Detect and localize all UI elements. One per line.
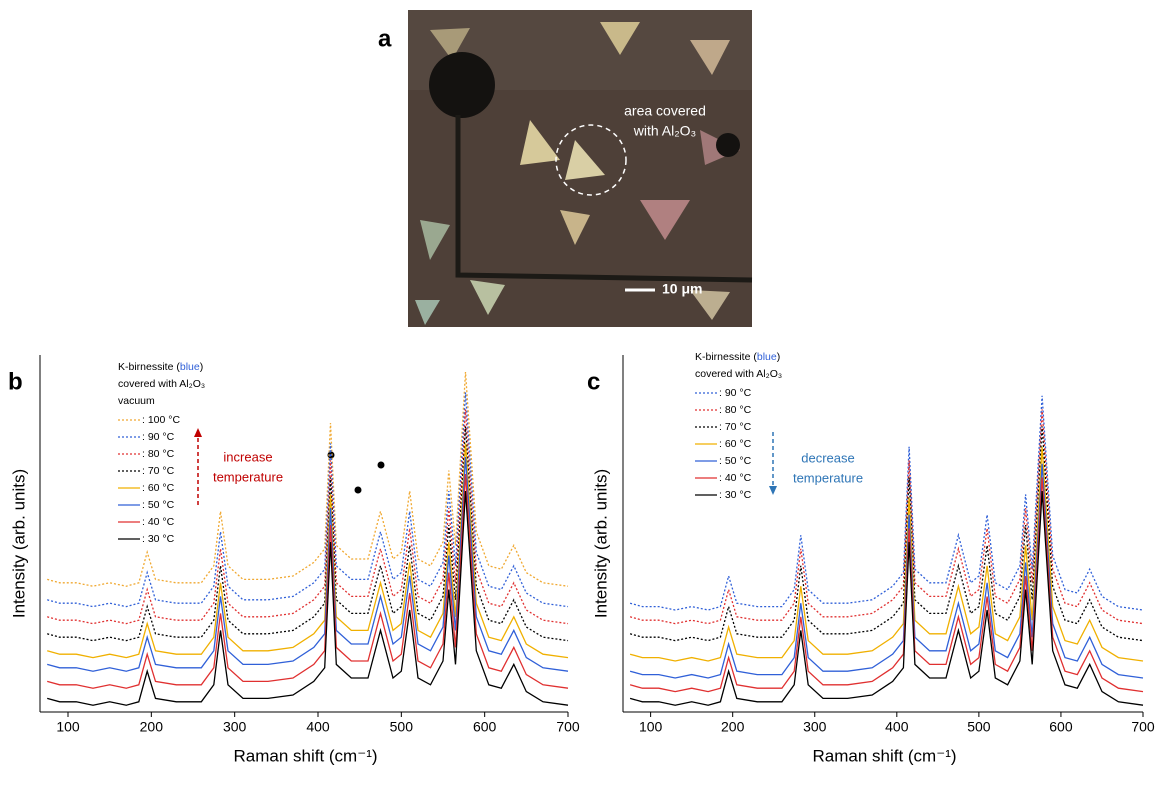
legend-label: : 30 °C: [719, 489, 752, 501]
legend: K-birnessite (blue) covered with Al₂O₃ : 9…: [695, 351, 782, 501]
x-tick-label: 200: [721, 719, 745, 735]
spectrum-line: [47, 456, 569, 672]
x-tick-label: 100: [56, 719, 80, 735]
spectrum-line: [47, 443, 569, 659]
scale-bar-label: 10 μm: [662, 281, 702, 297]
flake: [520, 120, 560, 165]
legend-label: : 80 °C: [719, 404, 752, 416]
annotation: temperature: [793, 470, 863, 485]
spectrum-line: [629, 426, 1144, 642]
legend-title-part: blue: [757, 351, 777, 363]
legend-label: : 90 °C: [142, 431, 175, 443]
flake: [415, 300, 440, 325]
panel-label: b: [8, 368, 23, 395]
y-axis-label: Intensity (arb. units): [9, 469, 28, 618]
marked-area: [555, 124, 627, 196]
legend-title: covered with Al₂O₃: [118, 378, 205, 390]
flake: [565, 140, 605, 180]
legend-label: : 80 °C: [142, 448, 175, 460]
flake: [640, 200, 690, 240]
micrograph: area covered with Al₂O₃ 10 μm: [408, 10, 753, 327]
spectrum-line: [47, 473, 569, 689]
spectrum-line: [47, 490, 569, 706]
spectrum-line: [47, 392, 569, 608]
annotation-arrowhead: [769, 486, 777, 495]
spectrum-line: [47, 371, 569, 587]
scratch: [455, 115, 753, 283]
x-tick-label: 700: [556, 719, 580, 735]
legend-title-part: ): [200, 361, 204, 373]
x-tick-label: 100: [639, 719, 663, 735]
legend: K-birnessite (blue) covered with Al₂O₃ vac…: [118, 361, 205, 545]
x-tick-label: 600: [1049, 719, 1073, 735]
spectrum-line: [629, 490, 1144, 706]
y-axis-label: Intensity (arb. units): [591, 469, 610, 618]
spectrum-line: [629, 395, 1144, 611]
legend-label: : 30 °C: [142, 533, 175, 545]
flake: [560, 210, 590, 245]
dark-spot: [716, 133, 740, 157]
flake: [420, 220, 450, 260]
legend-title-part: blue: [180, 361, 200, 373]
spectrum-line: [47, 409, 569, 625]
legend-title: K-birnessite (blue): [118, 361, 203, 373]
x-tick-label: 400: [306, 719, 330, 735]
annotation: increase: [223, 449, 272, 464]
legend-label: : 40 °C: [719, 472, 752, 484]
legend-title-part: K-birnessite (: [695, 351, 757, 363]
legend-label: : 50 °C: [142, 499, 175, 511]
dark-spot: [429, 52, 495, 118]
flake: [690, 290, 730, 320]
spectrum-line: [629, 409, 1144, 625]
legend-label: : 60 °C: [142, 482, 175, 494]
x-tick-label: 300: [803, 719, 827, 735]
spectrum-line: [629, 463, 1144, 679]
legend-label: : 70 °C: [719, 421, 752, 433]
legend-title-part: K-birnessite (: [118, 361, 180, 373]
legend-label: : 70 °C: [142, 465, 175, 477]
x-axis-label: Raman shift (cm⁻¹): [812, 746, 956, 765]
legend-label: : 40 °C: [142, 516, 175, 528]
x-tick-label: 500: [390, 719, 414, 735]
legend-label: : 50 °C: [719, 455, 752, 467]
x-tick-label: 700: [1131, 719, 1155, 735]
spectrum-line: [629, 446, 1144, 662]
legend-label: : 100 °C: [142, 414, 180, 426]
flake: [690, 40, 730, 75]
legend-title: covered with Al₂O₃: [695, 368, 782, 380]
annotation: decrease: [801, 450, 854, 465]
legend-title: vacuum: [118, 395, 155, 407]
panel-label: c: [587, 368, 600, 395]
legend-title: K-birnessite (blue): [695, 351, 780, 363]
x-tick-label: 300: [223, 719, 247, 735]
legend-label: : 90 °C: [719, 387, 752, 399]
annotation: temperature: [213, 469, 283, 484]
panel-label: a: [378, 25, 392, 52]
spectrum-line: [629, 477, 1144, 693]
photo-annotation: area covered: [624, 103, 706, 119]
flake: [470, 280, 505, 315]
spectrum-line: [47, 426, 569, 642]
legend-title-part: ): [777, 351, 781, 363]
legend-label: : 60 °C: [719, 438, 752, 450]
x-axis-label: Raman shift (cm⁻¹): [233, 746, 377, 765]
x-tick-label: 400: [885, 719, 909, 735]
x-tick-label: 200: [140, 719, 164, 735]
annotation-arrowhead: [194, 428, 202, 437]
peak-marker: [354, 486, 362, 494]
x-tick-label: 500: [967, 719, 991, 735]
flake: [430, 28, 470, 60]
x-tick-label: 600: [473, 719, 497, 735]
photo-annotation: with Al₂O₃: [633, 123, 697, 139]
peak-marker: [377, 461, 385, 469]
flake: [600, 22, 640, 55]
